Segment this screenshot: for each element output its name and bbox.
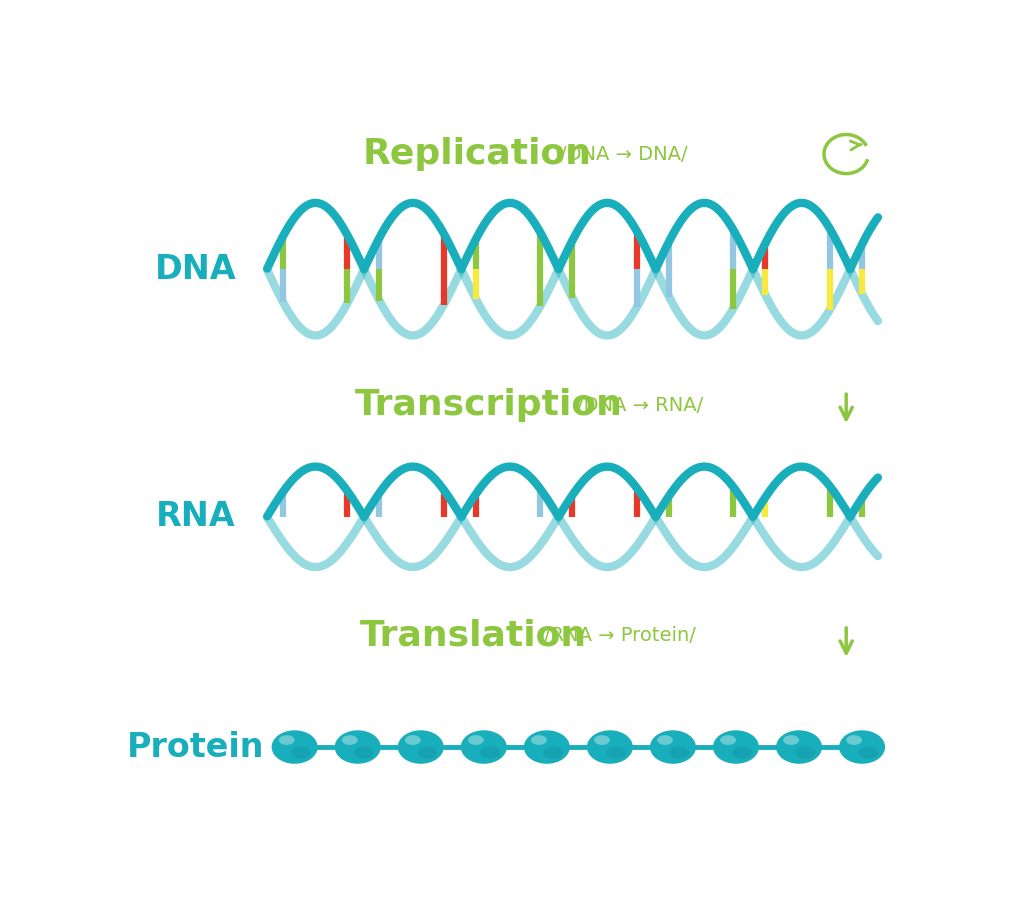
Ellipse shape bbox=[342, 735, 357, 745]
Ellipse shape bbox=[335, 730, 381, 764]
Ellipse shape bbox=[531, 735, 547, 745]
Ellipse shape bbox=[354, 747, 374, 759]
Ellipse shape bbox=[732, 747, 753, 759]
Ellipse shape bbox=[397, 730, 443, 764]
Ellipse shape bbox=[417, 747, 437, 759]
Ellipse shape bbox=[524, 730, 570, 764]
Ellipse shape bbox=[606, 747, 626, 759]
Ellipse shape bbox=[461, 730, 507, 764]
Text: Transcription: Transcription bbox=[355, 388, 623, 422]
Text: Replication: Replication bbox=[362, 137, 592, 171]
Ellipse shape bbox=[468, 735, 483, 745]
Ellipse shape bbox=[291, 747, 311, 759]
Ellipse shape bbox=[858, 747, 879, 759]
Text: Translation: Translation bbox=[359, 619, 587, 652]
Ellipse shape bbox=[650, 730, 696, 764]
Text: RNA: RNA bbox=[156, 500, 236, 534]
Ellipse shape bbox=[776, 730, 822, 764]
Text: /DNA → RNA/: /DNA → RNA/ bbox=[577, 396, 703, 415]
Ellipse shape bbox=[544, 747, 563, 759]
Text: /RNA → Protein/: /RNA → Protein/ bbox=[544, 626, 696, 645]
Ellipse shape bbox=[670, 747, 689, 759]
Ellipse shape bbox=[587, 730, 633, 764]
Ellipse shape bbox=[783, 735, 799, 745]
Ellipse shape bbox=[480, 747, 500, 759]
Ellipse shape bbox=[720, 735, 736, 745]
Ellipse shape bbox=[271, 730, 317, 764]
Ellipse shape bbox=[404, 735, 421, 745]
Text: Protein: Protein bbox=[127, 730, 264, 764]
Ellipse shape bbox=[839, 730, 885, 764]
Ellipse shape bbox=[279, 735, 295, 745]
Ellipse shape bbox=[713, 730, 759, 764]
Ellipse shape bbox=[846, 735, 862, 745]
Ellipse shape bbox=[796, 747, 815, 759]
Text: /DNA → DNA/: /DNA → DNA/ bbox=[560, 145, 688, 164]
Ellipse shape bbox=[657, 735, 673, 745]
Text: DNA: DNA bbox=[155, 253, 237, 285]
Ellipse shape bbox=[594, 735, 610, 745]
